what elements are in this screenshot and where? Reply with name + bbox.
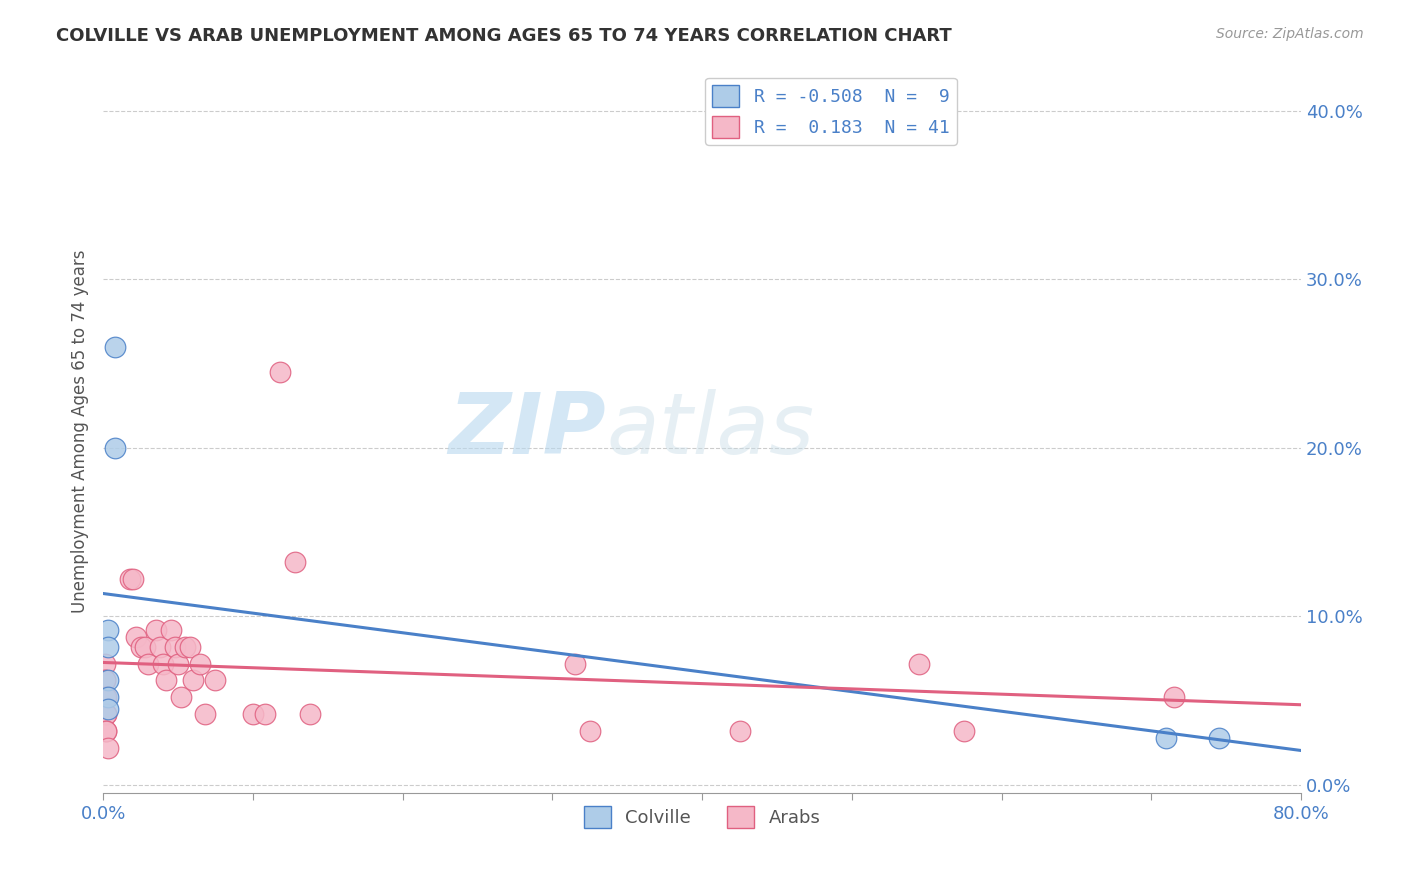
Point	[253, 707, 276, 722]
Legend: Colville, Arabs: Colville, Arabs	[576, 798, 828, 835]
Point	[97, 740, 120, 755]
Point	[1156, 731, 1178, 745]
Point	[94, 690, 117, 705]
Y-axis label: Unemployment Among Ages 65 to 74 years: Unemployment Among Ages 65 to 74 years	[72, 249, 89, 613]
Point	[284, 556, 307, 570]
Point	[94, 723, 117, 738]
Text: atlas: atlas	[606, 390, 814, 473]
Text: Source: ZipAtlas.com: Source: ZipAtlas.com	[1216, 27, 1364, 41]
Point	[134, 640, 156, 654]
Point	[1208, 731, 1230, 745]
Point	[155, 673, 177, 688]
Point	[122, 572, 145, 586]
Point	[145, 623, 167, 637]
Point	[194, 707, 217, 722]
Point	[298, 707, 321, 722]
Point	[908, 657, 931, 671]
Point	[181, 673, 204, 688]
Text: COLVILLE VS ARAB UNEMPLOYMENT AMONG AGES 65 TO 74 YEARS CORRELATION CHART: COLVILLE VS ARAB UNEMPLOYMENT AMONG AGES…	[56, 27, 952, 45]
Text: ZIP: ZIP	[449, 390, 606, 473]
Point	[149, 640, 172, 654]
Point	[93, 690, 115, 705]
Point	[579, 723, 602, 738]
Point	[93, 673, 115, 688]
Point	[1163, 690, 1185, 705]
Point	[136, 657, 159, 671]
Point	[93, 657, 115, 671]
Point	[104, 340, 127, 354]
Point	[97, 690, 120, 705]
Point	[120, 572, 142, 586]
Point	[97, 640, 120, 654]
Point	[94, 707, 117, 722]
Point	[204, 673, 226, 688]
Point	[129, 640, 152, 654]
Point	[159, 623, 181, 637]
Point	[104, 441, 127, 455]
Point	[97, 673, 120, 688]
Point	[163, 640, 186, 654]
Point	[728, 723, 751, 738]
Point	[97, 702, 120, 716]
Point	[125, 630, 148, 644]
Point	[97, 623, 120, 637]
Point	[167, 657, 190, 671]
Point	[242, 707, 264, 722]
Point	[179, 640, 201, 654]
Point	[94, 707, 117, 722]
Point	[94, 723, 117, 738]
Point	[170, 690, 193, 705]
Point	[564, 657, 586, 671]
Point	[152, 657, 174, 671]
Point	[190, 657, 212, 671]
Point	[269, 365, 291, 379]
Point	[953, 723, 976, 738]
Point	[174, 640, 197, 654]
Point	[93, 673, 115, 688]
